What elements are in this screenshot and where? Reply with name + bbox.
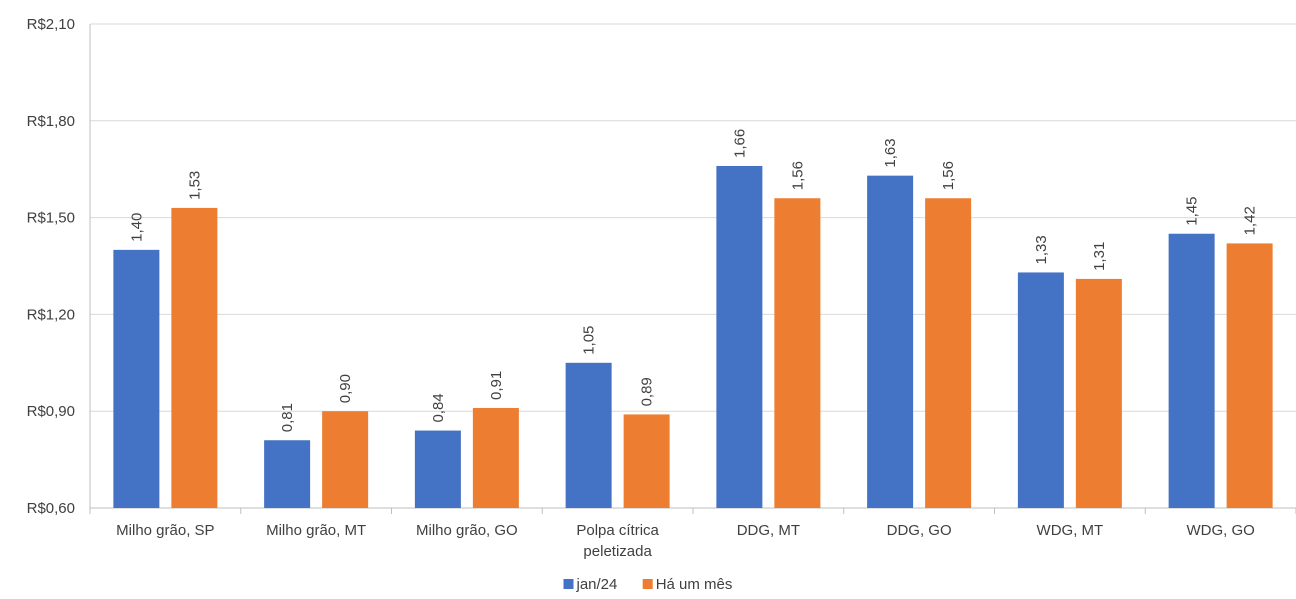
bar[interactable] xyxy=(171,207,218,509)
y-tick-label: R$1,20 xyxy=(27,306,75,323)
legend-label: Há um mês xyxy=(656,576,733,593)
bar[interactable] xyxy=(1168,233,1215,508)
data-label: 1,53 xyxy=(186,171,203,200)
legend-swatch xyxy=(642,579,653,589)
x-category-label: Milho grão, GO xyxy=(416,522,518,539)
bar[interactable] xyxy=(322,411,369,508)
bar[interactable] xyxy=(472,407,519,508)
data-label: 1,56 xyxy=(940,161,957,190)
x-category-label: DDG, MT xyxy=(737,522,800,539)
y-tick-label: R$1,80 xyxy=(27,113,75,130)
bar[interactable] xyxy=(774,198,821,509)
y-tick-label: R$0,60 xyxy=(27,500,75,517)
x-category-label: peletizada xyxy=(583,543,652,560)
data-label: 0,91 xyxy=(488,371,505,400)
y-tick-label: R$1,50 xyxy=(27,210,75,227)
bar[interactable] xyxy=(925,198,972,509)
bar[interactable] xyxy=(867,175,914,509)
bar[interactable] xyxy=(264,440,311,508)
x-category-label: DDG, GO xyxy=(887,522,952,539)
bar[interactable] xyxy=(565,362,612,508)
x-category-label: Milho grão, MT xyxy=(266,522,366,539)
bar[interactable] xyxy=(623,414,670,508)
bar[interactable] xyxy=(716,165,763,508)
data-label: 1,56 xyxy=(789,161,806,190)
data-label: 1,63 xyxy=(882,138,899,167)
legend-label: jan/24 xyxy=(576,576,618,593)
legend-swatch xyxy=(563,579,574,589)
x-category-label: WDG, GO xyxy=(1186,522,1254,539)
data-label: 1,31 xyxy=(1091,242,1108,271)
data-label: 1,40 xyxy=(128,213,145,242)
x-category-label: Milho grão, SP xyxy=(116,522,214,539)
data-label: 0,89 xyxy=(639,377,656,406)
bar[interactable] xyxy=(113,249,160,508)
data-label: 1,33 xyxy=(1033,235,1050,264)
bar[interactable] xyxy=(1017,272,1064,508)
bar[interactable] xyxy=(414,430,461,508)
data-label: 1,45 xyxy=(1184,197,1201,226)
x-category-label: Polpa cítrica xyxy=(576,522,659,539)
data-label: 0,81 xyxy=(279,403,296,432)
data-label: 0,90 xyxy=(337,374,354,403)
data-label: 1,66 xyxy=(731,129,748,158)
data-label: 1,05 xyxy=(581,326,598,355)
y-tick-label: R$0,90 xyxy=(27,403,75,420)
data-label: 0,84 xyxy=(430,393,447,422)
y-tick-label: R$2,10 xyxy=(27,16,75,33)
x-category-label: WDG, MT xyxy=(1037,522,1104,539)
bar[interactable] xyxy=(1075,278,1122,508)
bar[interactable] xyxy=(1226,243,1273,508)
data-label: 1,42 xyxy=(1242,206,1259,235)
